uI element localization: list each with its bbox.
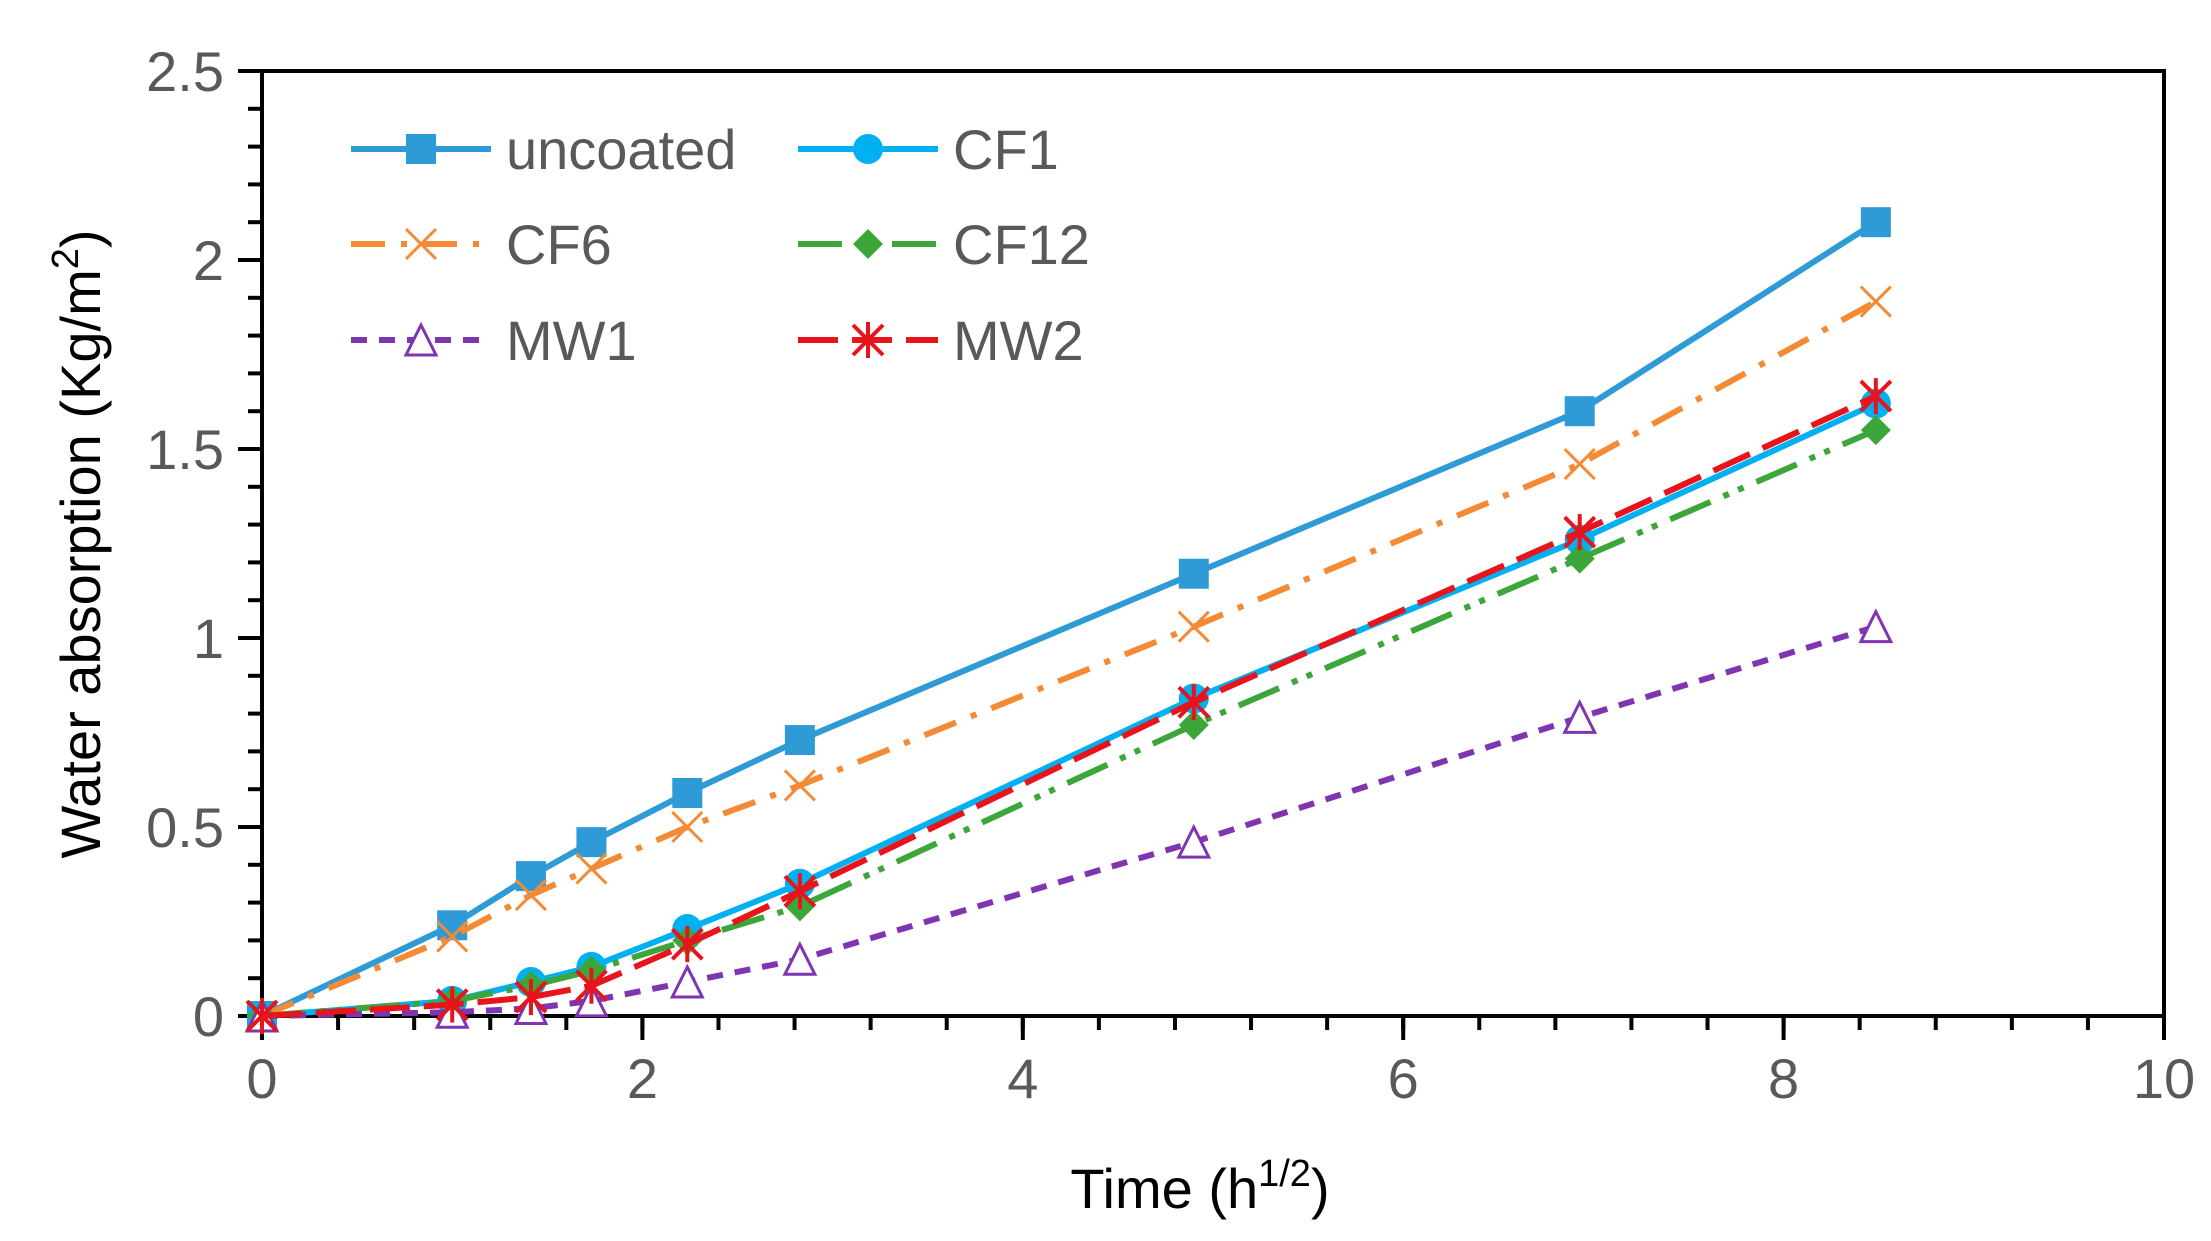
- legend-marker: [406, 134, 436, 164]
- x-tick-label: 6: [1388, 1047, 1419, 1110]
- data-point-marker: [1859, 285, 1892, 318]
- legend-marker: [403, 321, 439, 357]
- data-point-marker: [245, 998, 279, 1034]
- data-point-marker: [1562, 699, 1598, 734]
- series-line: [261, 427, 1878, 1019]
- data-point-marker: [1859, 378, 1893, 415]
- x-axis-label: Time (h1/2): [1070, 1153, 1329, 1220]
- data-point-marker: [783, 769, 816, 802]
- series-line: [261, 393, 1878, 1019]
- y-tick-label: 1: [193, 607, 224, 670]
- legend-marker: [851, 322, 885, 358]
- y-tick-label: 0.5: [146, 796, 224, 859]
- data-point-marker: [575, 852, 608, 885]
- legend-entry-mw2: MW2: [798, 309, 1084, 372]
- data-point-marker: [671, 810, 704, 844]
- data-point-marker: [669, 963, 705, 999]
- series-line: [261, 400, 1878, 1019]
- data-point-marker: [435, 986, 469, 1023]
- data-point-marker: [784, 725, 815, 756]
- x-tick-label: 2: [627, 1047, 658, 1110]
- legend-entry-mw1: MW1: [351, 309, 637, 372]
- data-point-marker: [1176, 823, 1212, 859]
- series-cf1: [247, 388, 1891, 1031]
- data-point-marker: [1177, 684, 1211, 721]
- legend-marker: [853, 134, 883, 164]
- legend-label: MW2: [953, 309, 1084, 372]
- legend-marker: [853, 229, 883, 259]
- series-uncoated: [247, 207, 1891, 1031]
- data-point-marker: [436, 920, 469, 953]
- x-tick-label: 10: [2133, 1047, 2195, 1110]
- data-point-marker: [576, 827, 607, 858]
- x-tick-label: 4: [1007, 1047, 1038, 1110]
- legend-label: CF12: [953, 213, 1090, 276]
- data-point-marker: [783, 873, 817, 910]
- x-tick-label: 8: [1768, 1047, 1799, 1110]
- y-axis-label: Water absorption (Kg/m2): [45, 229, 112, 858]
- data-point-marker: [1860, 415, 1891, 446]
- data-point-marker: [575, 967, 608, 1004]
- data-point-marker: [672, 777, 703, 808]
- legend-entry-cf6: CF6: [351, 213, 612, 276]
- data-point-marker: [670, 926, 704, 963]
- data-point-marker: [1563, 514, 1597, 551]
- series-mw2: [245, 378, 1893, 1034]
- legend-label: CF6: [506, 213, 612, 276]
- data-point-marker: [1177, 610, 1210, 643]
- series-line: [260, 298, 1878, 1019]
- plot-frame: [260, 69, 2166, 1018]
- data-point-marker: [1178, 558, 1209, 589]
- series-cf6: [245, 285, 1892, 1033]
- x-tick-label: 0: [246, 1047, 277, 1110]
- data-point-marker: [1858, 608, 1894, 644]
- data-point-marker: [1178, 709, 1209, 740]
- data-point-marker: [1564, 396, 1595, 427]
- data-point-marker: [782, 940, 818, 976]
- legend-entry-cf12: CF12: [798, 213, 1090, 276]
- y-tick-label: 1.5: [146, 418, 224, 481]
- y-tick-label: 2: [193, 229, 224, 292]
- y-tick-label: 2.5: [146, 40, 224, 103]
- data-point-marker: [514, 878, 548, 912]
- legend-entry-uncoated: uncoated: [351, 118, 736, 181]
- series-line: [261, 623, 1877, 1019]
- data-point-marker: [1860, 207, 1891, 238]
- legend-entry-cf1: CF1: [798, 118, 1059, 181]
- data-point-marker: [514, 979, 548, 1016]
- legend-marker: [404, 227, 438, 261]
- legend-label: uncoated: [506, 118, 736, 181]
- data-point-marker: [1563, 448, 1596, 481]
- legend-label: CF1: [953, 118, 1059, 181]
- data-point-marker: [1564, 543, 1595, 574]
- legend-label: MW1: [506, 309, 637, 372]
- y-tick-label: 0: [193, 985, 224, 1048]
